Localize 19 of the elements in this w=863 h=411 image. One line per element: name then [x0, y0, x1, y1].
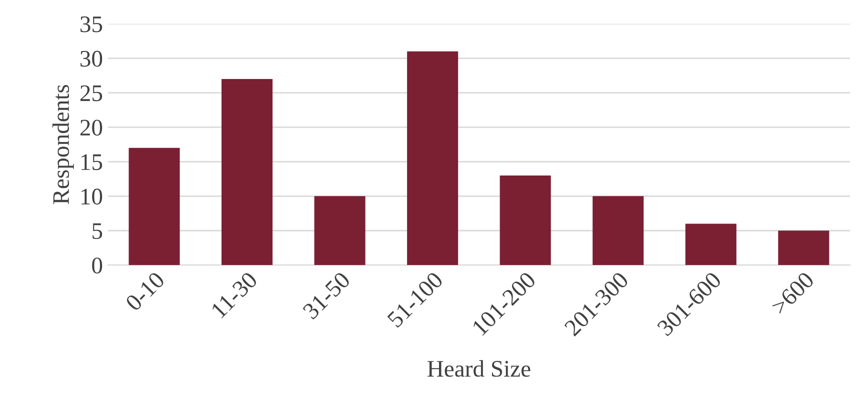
y-tick-label: 10 — [81, 188, 102, 205]
y-tick-label: 35 — [80, 16, 102, 32]
bar — [128, 148, 180, 266]
bar — [685, 224, 736, 266]
y-tick-label: 25 — [80, 85, 102, 102]
bar — [500, 175, 551, 266]
x-tick-label: 0-10 — [124, 271, 166, 312]
y-tick-label: 0 — [92, 258, 102, 274]
bar — [407, 51, 458, 266]
y-tick-label: 20 — [80, 120, 102, 136]
y-tick-label: 5 — [92, 223, 102, 240]
y-tick-label: 15 — [81, 154, 102, 170]
bar — [592, 196, 644, 266]
x-axis-title: Heard Size — [428, 360, 530, 377]
bar — [778, 230, 830, 266]
bar — [314, 196, 366, 266]
y-axis-title: Respondents — [52, 84, 74, 204]
bar — [222, 78, 273, 266]
y-tick-label: 30 — [80, 50, 102, 67]
